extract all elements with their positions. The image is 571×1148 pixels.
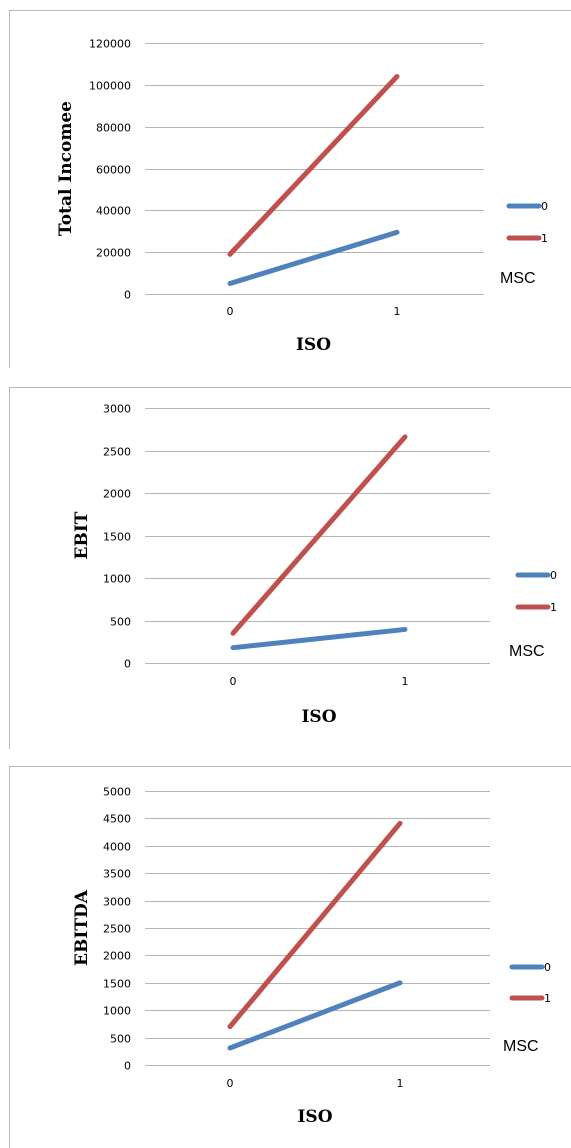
x-axis-title: ISO — [297, 1107, 332, 1127]
y-tick-label: 2000 — [103, 488, 131, 501]
x-tick-label: 1 — [397, 1077, 404, 1090]
chart-3: 0 500 1000 1500 2000 2500 3000 3500 4000 4500 5000… — [9, 766, 571, 1148]
chart-1: 0 20000 40000 60000 80000 100000 120000 0 1 ISO To… — [9, 10, 571, 368]
chart-2: 0 500 1000 1500 2000 2500 3000 0 1 ISO EBIT 0 1 MSC — [9, 387, 571, 749]
x-tick-label: 0 — [227, 305, 234, 318]
x-tick-label: 1 — [394, 305, 401, 318]
x-tick-label: 0 — [227, 1077, 234, 1090]
series-line-msc-0 — [227, 980, 403, 1051]
y-tick-label: 3500 — [103, 868, 131, 881]
y-tick-label: 3000 — [103, 403, 131, 416]
y-tick-label: 3000 — [103, 896, 131, 909]
y-axis-title: Total Incomee — [56, 101, 76, 236]
x-tick-label: 0 — [230, 675, 237, 688]
legend-label: 1 — [550, 601, 557, 614]
series-line-msc-0 — [227, 229, 400, 287]
legend-title: MSC — [500, 270, 536, 287]
legend-label: 1 — [544, 992, 551, 1005]
y-tick-label: 4500 — [103, 813, 131, 826]
y-tick-label: 2000 — [103, 950, 131, 963]
y-tick-label: 1500 — [103, 978, 131, 991]
legend-label: 0 — [550, 569, 557, 582]
y-tick-label: 40000 — [96, 205, 131, 218]
y-tick-label: 500 — [110, 1033, 131, 1046]
series-line-msc-1 — [227, 820, 403, 1030]
y-tick-label: 0 — [124, 658, 131, 671]
legend-label: 0 — [544, 961, 551, 974]
y-tick-label: 500 — [110, 616, 131, 629]
x-axis-title: ISO — [301, 707, 336, 727]
y-axis-title: EBIT — [72, 511, 92, 559]
y-tick-label: 80000 — [96, 122, 131, 135]
legend-title: MSC — [503, 1038, 539, 1055]
y-tick-label: 5000 — [103, 786, 131, 799]
y-tick-label: 2500 — [103, 446, 131, 459]
y-tick-label: 1000 — [103, 1005, 131, 1018]
series-line-msc-1 — [230, 434, 408, 636]
series-line-msc-1 — [227, 73, 400, 257]
y-tick-label: 1000 — [103, 573, 131, 586]
y-tick-label: 1500 — [103, 531, 131, 544]
x-axis-title: ISO — [296, 335, 331, 355]
legend-label: 0 — [541, 200, 548, 213]
y-axis-title: EBITDA — [72, 889, 92, 966]
y-tick-label: 120000 — [89, 38, 131, 51]
y-tick-label: 0 — [124, 1060, 131, 1073]
series-line-msc-0 — [230, 626, 408, 651]
legend-label: 1 — [541, 232, 548, 245]
y-tick-label: 100000 — [89, 80, 131, 93]
y-tick-label: 20000 — [96, 247, 131, 260]
y-tick-label: 0 — [124, 289, 131, 302]
y-tick-label: 4000 — [103, 841, 131, 854]
x-tick-label: 1 — [402, 675, 409, 688]
y-tick-label: 2500 — [103, 923, 131, 936]
legend-title: MSC — [509, 643, 545, 660]
y-tick-label: 60000 — [96, 164, 131, 177]
